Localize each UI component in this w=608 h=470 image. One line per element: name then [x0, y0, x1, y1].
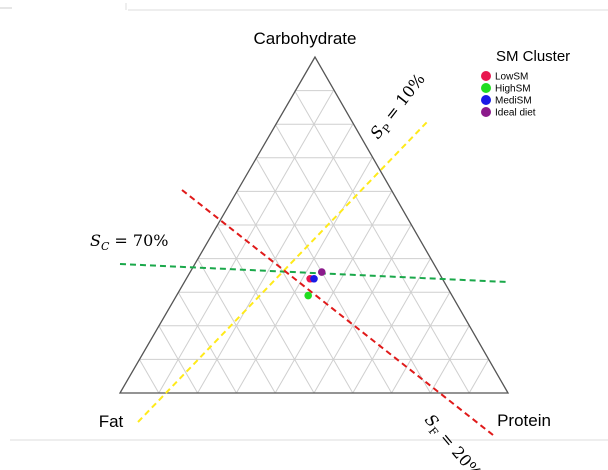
legend-label: HighSM: [495, 84, 531, 95]
grid-line: [158, 325, 199, 394]
grid-line: [138, 359, 160, 394]
constraint-line: [119, 263, 508, 283]
legend-label: Ideal diet: [495, 108, 536, 119]
grid-line: [216, 224, 315, 394]
grid-line: [235, 157, 373, 394]
legend-marker: [481, 83, 491, 93]
constraint-line: [181, 189, 494, 436]
grid-line: [197, 258, 276, 394]
grid-line: [391, 291, 451, 394]
annotation-subscript: C: [101, 240, 110, 253]
corner-label: Fat: [99, 412, 124, 431]
legend-marker: [481, 71, 491, 81]
data-point: [310, 274, 318, 283]
grid-line: [352, 258, 431, 394]
legend-label: MediSM: [495, 96, 532, 107]
data-point: [317, 268, 326, 276]
annotation-text: = 70%: [114, 231, 168, 250]
triangle: [118, 55, 510, 394]
annotation: SC = 70%: [90, 231, 168, 253]
annotation-symbol: S: [90, 231, 101, 250]
corner-label: Protein: [497, 411, 551, 430]
legend-label: LowSM: [495, 72, 528, 83]
annotation: SP= 10%: [366, 70, 431, 145]
grid-line: [468, 359, 490, 394]
points: [304, 268, 326, 300]
grid-line: [255, 157, 393, 394]
grid-line: [294, 90, 470, 394]
legend-marker: [481, 107, 491, 117]
annotation-text: = 20%: [436, 428, 485, 470]
legend-title: SM Cluster: [496, 48, 570, 65]
annotation-text: = 10%: [381, 70, 429, 124]
grid-line: [158, 90, 334, 394]
data-point: [304, 291, 312, 300]
corner-label: Carbohydrate: [253, 29, 356, 48]
grid-line: [313, 224, 412, 394]
grid-line: [429, 325, 470, 394]
grid-line: [177, 291, 237, 394]
grid: [138, 90, 490, 394]
legend-marker: [481, 95, 491, 105]
